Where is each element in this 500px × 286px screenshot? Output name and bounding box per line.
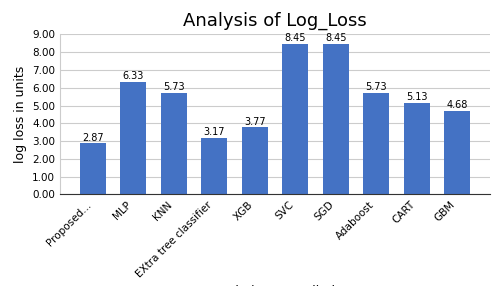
Text: 8.45: 8.45 [325,33,346,43]
Bar [282,44,308,194]
Text: 5.73: 5.73 [163,82,184,92]
Text: 8.45: 8.45 [284,33,306,43]
Bar [242,127,268,194]
Bar [322,44,349,194]
Text: 6.33: 6.33 [122,71,144,81]
X-axis label: Techniques applied: Techniques applied [215,285,335,286]
Bar [201,138,228,194]
Text: 5.13: 5.13 [406,92,427,102]
Text: 3.17: 3.17 [204,127,225,137]
Bar [160,92,187,194]
Title: Analysis of Log_Loss: Analysis of Log_Loss [183,12,367,30]
Text: 5.73: 5.73 [366,82,387,92]
Bar [444,111,470,194]
Bar [363,92,390,194]
Text: 4.68: 4.68 [446,100,468,110]
Bar [120,82,146,194]
Text: 3.77: 3.77 [244,116,266,126]
Bar [80,143,106,194]
Text: 2.87: 2.87 [82,132,104,142]
Bar [404,103,430,194]
Y-axis label: log loss in units: log loss in units [14,66,26,163]
